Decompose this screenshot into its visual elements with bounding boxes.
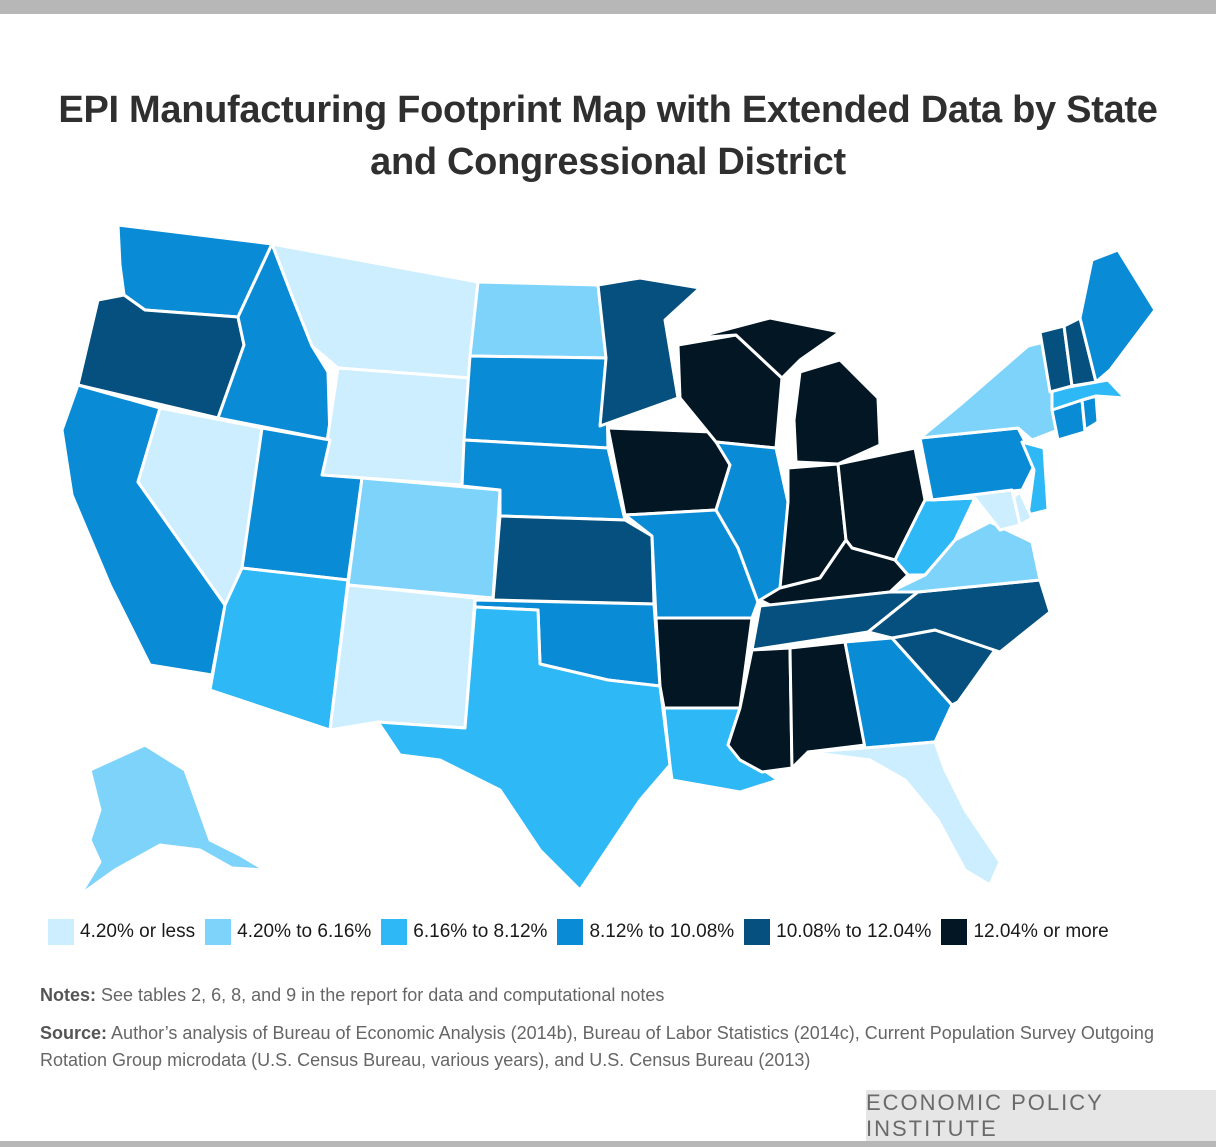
state-fl bbox=[806, 740, 1002, 887]
state-ar bbox=[654, 616, 754, 710]
map-legend: 4.20% or less 4.20% to 6.16% 6.16% to 8.… bbox=[48, 918, 1119, 946]
state-ga bbox=[843, 636, 954, 750]
legend-swatch bbox=[381, 919, 408, 945]
state-nm bbox=[328, 583, 477, 732]
state-tx bbox=[376, 605, 672, 892]
state-ks bbox=[491, 514, 656, 606]
state-nd bbox=[468, 280, 608, 360]
source-body: Author’s analysis of Bureau of Economic … bbox=[40, 1023, 1154, 1070]
legend-label: 10.08% to 12.04% bbox=[776, 921, 932, 942]
state-wy bbox=[320, 366, 472, 487]
state-mn bbox=[596, 276, 702, 428]
legend-item: 10.08% to 12.04% bbox=[744, 919, 931, 945]
legend-item: 4.20% or less bbox=[48, 919, 195, 945]
state-ak bbox=[78, 743, 267, 897]
legend-item: 8.12% to 10.08% bbox=[557, 919, 734, 945]
bottom-frame-bar bbox=[0, 1141, 1216, 1147]
map-title: EPI Manufacturing Footprint Map with Ext… bbox=[58, 89, 1158, 183]
legend-label: 12.04% or more bbox=[973, 921, 1109, 942]
legend-swatch bbox=[941, 919, 968, 945]
state-wv bbox=[893, 496, 977, 577]
notes-label: Notes: bbox=[40, 985, 97, 1005]
state-ri bbox=[1080, 394, 1100, 432]
legend-item: 6.16% to 8.12% bbox=[381, 919, 547, 945]
source-label: Source: bbox=[40, 1023, 108, 1043]
state-mi bbox=[692, 316, 882, 466]
notes-body: See tables 2, 6, 8, and 9 in the report … bbox=[101, 985, 665, 1005]
us-choropleth-map bbox=[30, 200, 1190, 905]
us-map-svg bbox=[60, 223, 1157, 897]
legend-swatch bbox=[48, 919, 74, 945]
notes-text: Notes: See tables 2, 6, 8, and 9 in the … bbox=[40, 982, 1180, 1008]
state-co bbox=[346, 476, 502, 600]
state-ia bbox=[606, 426, 732, 517]
footer-badge: ECONOMIC POLICY INSTITUTE bbox=[866, 1090, 1216, 1141]
state-me bbox=[1078, 248, 1157, 384]
legend-label: 4.20% to 6.16% bbox=[237, 921, 372, 942]
legend-label: 4.20% or less bbox=[80, 921, 196, 942]
state-ny bbox=[918, 338, 1060, 442]
legend-item: 4.20% to 6.16% bbox=[205, 919, 371, 945]
state-sd bbox=[462, 354, 610, 450]
legend-item: 12.04% or more bbox=[941, 919, 1109, 945]
states-group bbox=[60, 223, 1157, 897]
legend-swatch bbox=[744, 919, 771, 945]
top-frame-bar bbox=[0, 0, 1216, 14]
legend-swatch bbox=[205, 919, 232, 945]
state-nj bbox=[1020, 440, 1050, 517]
org-name: ECONOMIC POLICY INSTITUTE bbox=[866, 1089, 1104, 1141]
state-il bbox=[714, 440, 790, 604]
state-az bbox=[208, 566, 350, 732]
state-md bbox=[930, 488, 1022, 532]
source-text: Source: Author’s analysis of Bureau of E… bbox=[40, 1020, 1180, 1074]
state-pa bbox=[918, 426, 1038, 502]
legend-label: 8.12% to 10.08% bbox=[589, 921, 735, 942]
legend-swatch bbox=[557, 919, 584, 945]
legend-label: 6.16% to 8.12% bbox=[413, 921, 548, 942]
